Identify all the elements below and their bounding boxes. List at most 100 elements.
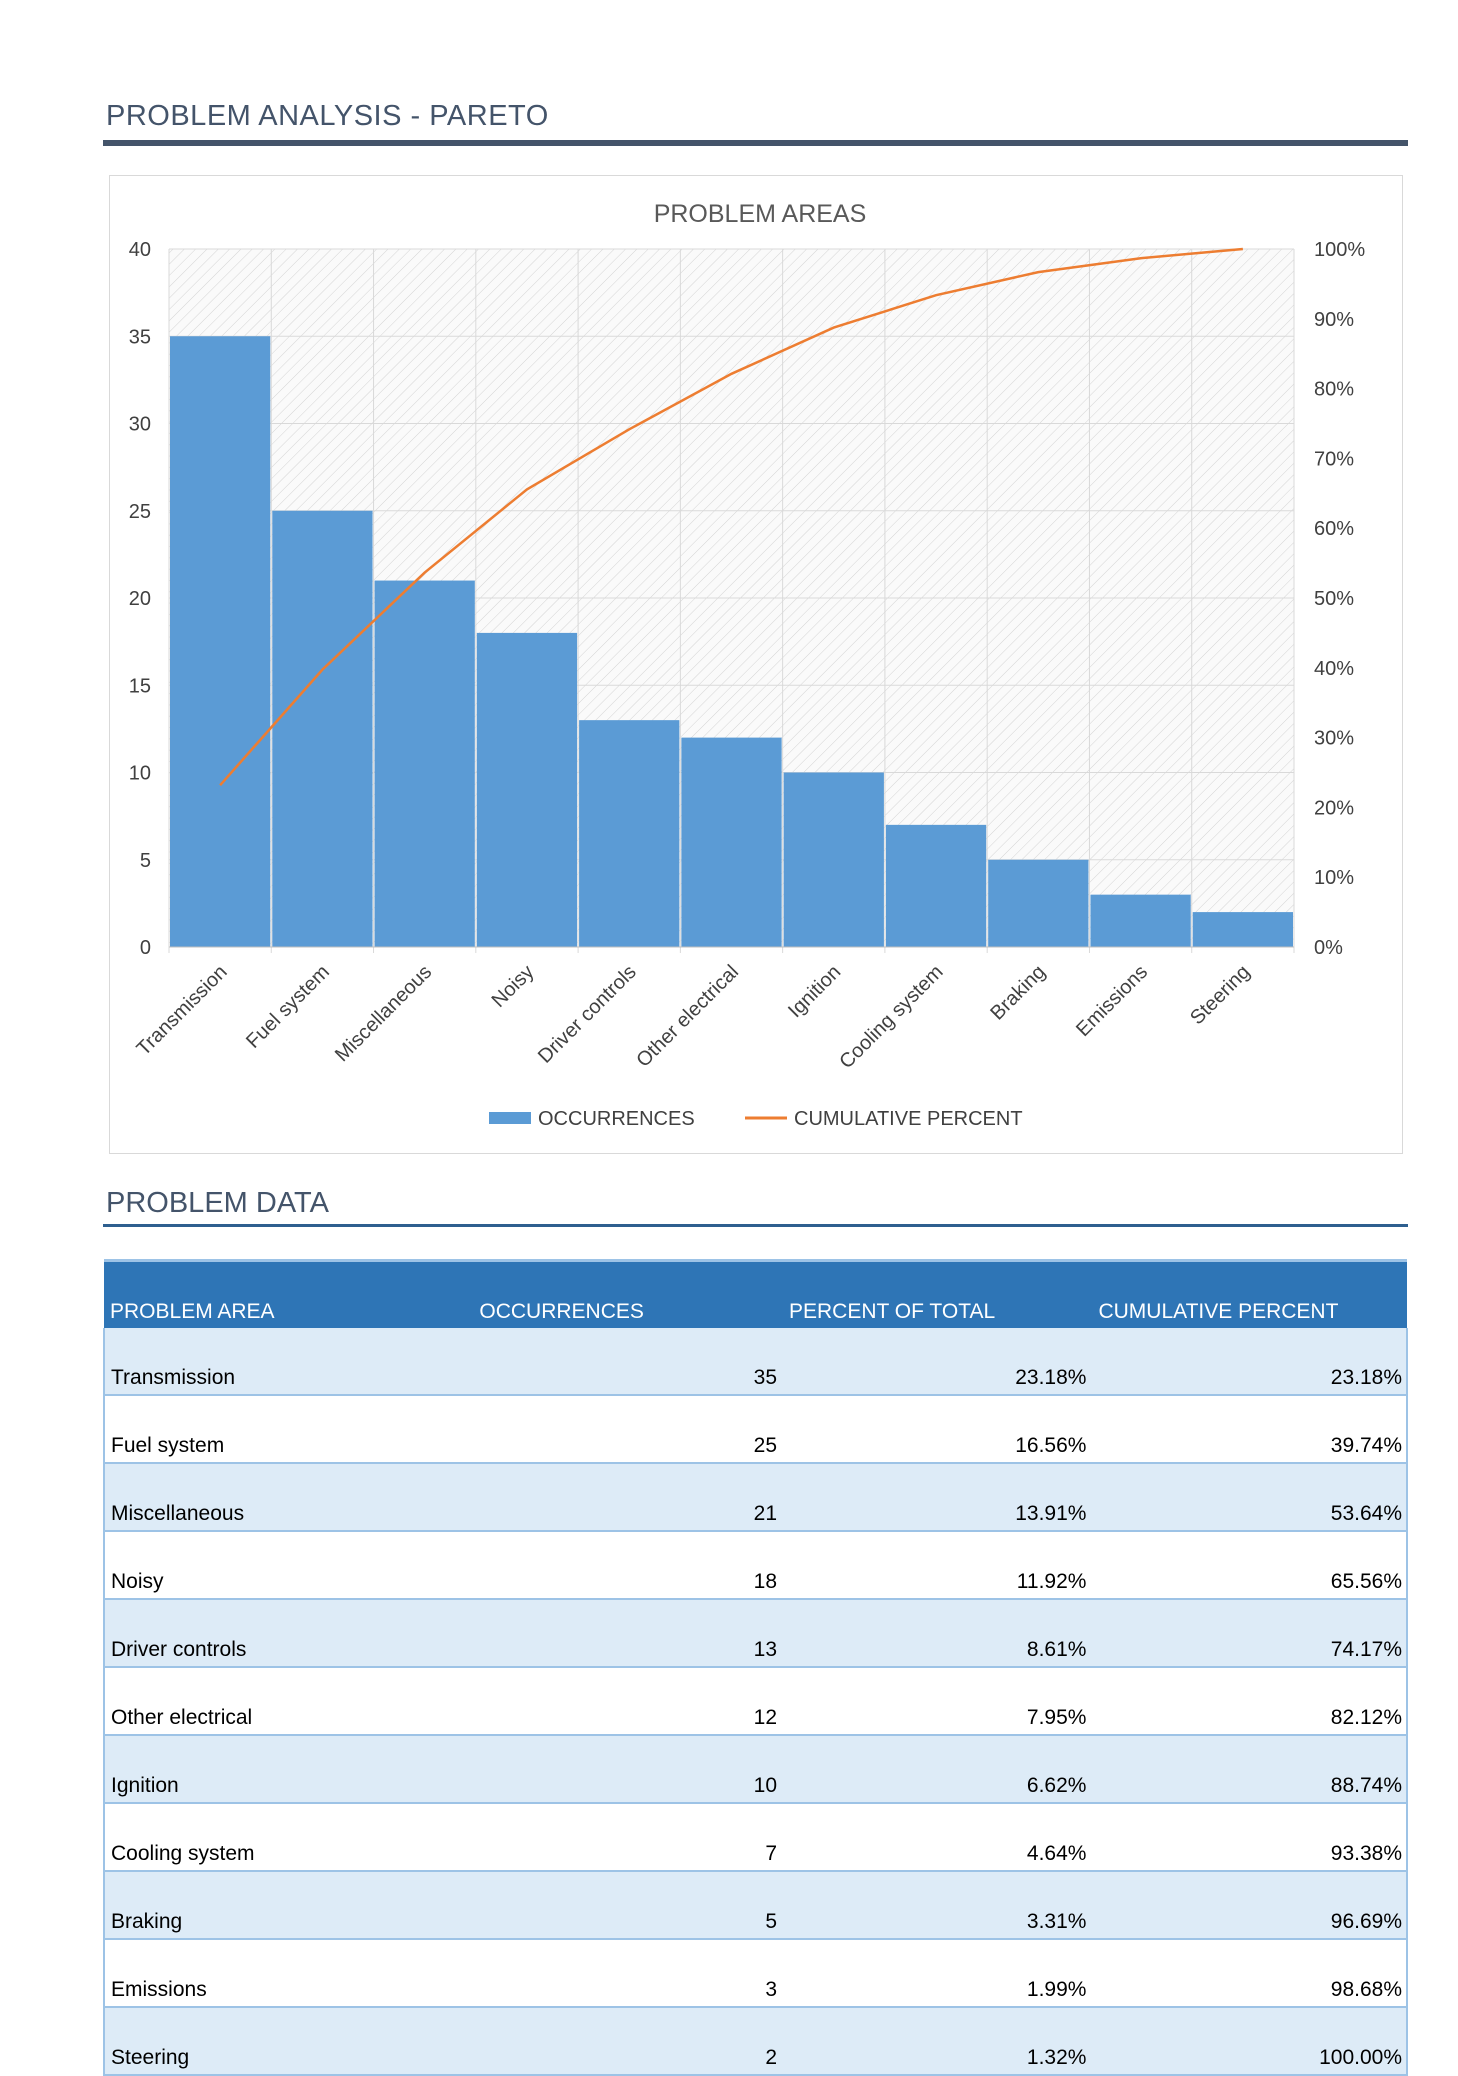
cell-problem-area: Fuel system [104,1395,473,1463]
cell-cumulative-percent: 23.18% [1092,1328,1407,1395]
cell-occurrences: 7 [473,1803,783,1871]
cell-cumulative-percent: 88.74% [1092,1735,1407,1803]
y2-tick-label: 90% [1314,309,1354,331]
bar-noisy [477,633,577,947]
header-percent-of-total: PERCENT OF TOTAL [783,1261,1092,1329]
bar-ignition [784,773,884,948]
cell-percent-of-total: 3.31% [783,1871,1092,1939]
page-title: PROBLEM ANALYSIS - PARETO [106,100,549,133]
cell-occurrences: 5 [473,1871,783,1939]
bar-driver-controls [579,720,679,947]
cell-percent-of-total: 16.56% [783,1395,1092,1463]
cell-occurrences: 10 [473,1735,783,1803]
y-tick-label: 15 [129,675,151,697]
cell-occurrences: 13 [473,1599,783,1667]
y-tick-label: 0 [140,937,151,959]
cell-problem-area: Cooling system [104,1803,473,1871]
bar-emissions [1090,895,1190,947]
cell-percent-of-total: 1.32% [783,2007,1092,2075]
header-problem-area: PROBLEM AREA [104,1261,473,1329]
y2-tick-label: 50% [1314,588,1354,610]
x-tick-label: Driver controls [534,961,641,1068]
cell-problem-area: Braking [104,1871,473,1939]
section-rule [103,1224,1408,1227]
y2-tick-label: 70% [1314,448,1354,470]
y-tick-label: 35 [129,326,151,348]
chart-title: PROBLEM AREAS [654,200,867,228]
x-tick-label: Miscellaneous [331,961,436,1066]
bar-transmission [170,336,270,947]
y2-tick-label: 20% [1314,797,1354,819]
x-tick-label: Cooling system [835,961,947,1073]
y-tick-label: 30 [129,414,151,436]
y-tick-label: 25 [129,501,151,523]
chart-svg: PROBLEM AREAS 05101520253035400%10%20%30… [110,176,1402,1153]
cell-occurrences: 2 [473,2007,783,2075]
cell-percent-of-total: 4.64% [783,1803,1092,1871]
x-tick-label: Ignition [784,961,845,1022]
y2-tick-label: 40% [1314,658,1354,680]
cell-problem-area: Transmission [104,1328,473,1395]
title-rule [103,140,1408,146]
y-tick-label: 20 [129,588,151,610]
bar-other-electrical [681,738,781,947]
cell-percent-of-total: 6.62% [783,1735,1092,1803]
legend: OCCURRENCES CUMULATIVE PERCENT [489,1108,1023,1130]
y-tick-label: 5 [140,850,151,872]
cell-percent-of-total: 7.95% [783,1667,1092,1735]
cell-cumulative-percent: 53.64% [1092,1463,1407,1531]
cell-problem-area: Emissions [104,1939,473,2007]
cell-cumulative-percent: 93.38% [1092,1803,1407,1871]
x-tick-label: Noisy [488,961,539,1012]
cell-cumulative-percent: 96.69% [1092,1871,1407,1939]
cell-cumulative-percent: 39.74% [1092,1395,1407,1463]
cell-problem-area: Driver controls [104,1599,473,1667]
y2-tick-label: 100% [1314,239,1365,261]
bar-braking [988,860,1088,947]
x-tick-label: Fuel system [242,961,334,1053]
bar-steering [1193,912,1293,947]
legend-occurrences: OCCURRENCES [538,1108,695,1130]
legend-cumulative: CUMULATIVE PERCENT [794,1108,1023,1130]
cell-occurrences: 25 [473,1395,783,1463]
y-tick-label: 10 [129,763,151,785]
cell-cumulative-percent: 98.68% [1092,1939,1407,2007]
y2-tick-label: 60% [1314,518,1354,540]
cell-occurrences: 12 [473,1667,783,1735]
header-cumulative-percent: CUMULATIVE PERCENT [1092,1261,1407,1329]
cell-cumulative-percent: 74.17% [1092,1599,1407,1667]
x-tick-label: Transmission [133,961,232,1060]
y2-tick-label: 80% [1314,379,1354,401]
cell-occurrences: 3 [473,1939,783,2007]
cell-problem-area: Miscellaneous [104,1463,473,1531]
bar-miscellaneous [375,581,475,947]
cell-problem-area: Other electrical [104,1667,473,1735]
y-tick-label: 40 [129,239,151,261]
x-tick-label: Emissions [1072,961,1152,1041]
cell-problem-area: Ignition [104,1735,473,1803]
cell-percent-of-total: 13.91% [783,1463,1092,1531]
cell-cumulative-percent: 100.00% [1092,2007,1407,2075]
legend-swatch-occurrences [489,1112,531,1124]
x-tick-label: Other electrical [632,961,743,1072]
y2-tick-label: 30% [1314,728,1354,750]
cell-occurrences: 18 [473,1531,783,1599]
bar-cooling-system [886,825,986,947]
problem-data-table: PROBLEM AREA OCCURRENCES PERCENT OF TOTA… [103,1259,1408,2076]
section-title: PROBLEM DATA [106,1187,329,1220]
cell-occurrences: 21 [473,1463,783,1531]
cell-occurrences: 35 [473,1328,783,1395]
cell-problem-area: Steering [104,2007,473,2075]
cell-percent-of-total: 1.99% [783,1939,1092,2007]
cell-percent-of-total: 11.92% [783,1531,1092,1599]
